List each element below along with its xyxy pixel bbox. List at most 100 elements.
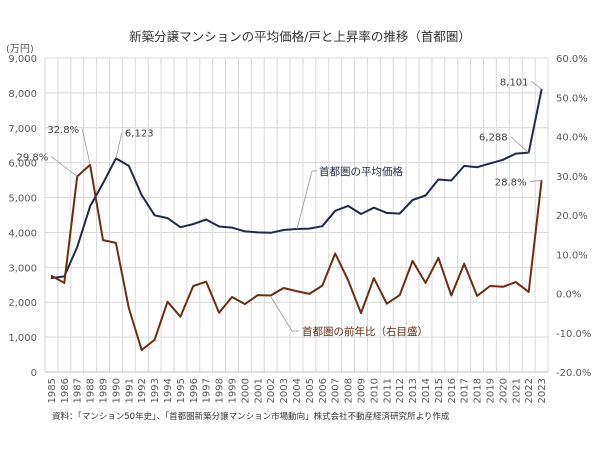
- x-tick-label: 1990: [111, 378, 122, 403]
- data-point: [398, 294, 401, 296]
- data-point: [334, 210, 336, 212]
- data-point: [502, 286, 504, 288]
- y-left-tick-label: 2,000: [8, 298, 37, 309]
- x-tick-label: 1987: [73, 378, 84, 403]
- gridlines: [44, 57, 549, 373]
- data-point: [308, 293, 311, 295]
- axis-ticks: 0 1,000 2,000 3,000 4,000 5,000 6,000 7,000 8,00…: [8, 54, 591, 403]
- price-series-label-leader: [296, 170, 313, 230]
- x-tick-label: 2008: [344, 378, 355, 403]
- series-lines: [50, 88, 543, 351]
- y-right-tick-label: 40.0%: [556, 133, 588, 144]
- y-right-tick-label: -10.0%: [556, 329, 591, 340]
- y-right-tick-label: 20.0%: [556, 211, 588, 222]
- data-point: [424, 282, 427, 284]
- y-left-tick-label: 3,000: [8, 263, 37, 274]
- data-point: [166, 300, 169, 303]
- annotation-label: 6,288: [479, 133, 508, 144]
- data-point: [140, 194, 143, 196]
- x-tick-label: 1991: [124, 378, 135, 403]
- data-point: [489, 285, 491, 287]
- annotation-label: 6,123: [125, 128, 154, 139]
- data-point: [50, 275, 53, 277]
- data-point: [179, 315, 182, 318]
- x-tick-label: 2007: [331, 378, 342, 403]
- rate-series-label-leader: [270, 296, 293, 332]
- data-point: [50, 277, 53, 279]
- data-point: [231, 296, 233, 298]
- series-labels: 首都圏の平均価格 首都圏の前年比（右目盛）: [270, 165, 428, 338]
- data-point: [102, 182, 104, 185]
- data-point: [360, 312, 362, 314]
- data-point: [489, 162, 491, 165]
- x-tick-label: 2001: [253, 378, 264, 403]
- x-tick-label: 2006: [318, 378, 329, 403]
- data-point: [385, 212, 388, 214]
- y-unit-label: (万円): [6, 44, 34, 55]
- x-tick-label: 1995: [176, 378, 187, 403]
- annotation-leader: [50, 156, 78, 177]
- x-tick-label: 2002: [266, 378, 277, 403]
- x-tick-label: 2016: [447, 378, 458, 403]
- data-point: [269, 231, 272, 234]
- y-right-tick-label: 30.0%: [556, 172, 588, 183]
- x-tick-label: 2020: [498, 378, 509, 403]
- data-point: [218, 225, 220, 228]
- y-left-tick-label: 7,000: [8, 124, 37, 135]
- data-point: [347, 279, 349, 281]
- x-tick-label: 1989: [99, 378, 110, 403]
- y-left-tick-label: 9,000: [8, 54, 37, 65]
- annotation-label: 29.8%: [16, 153, 48, 164]
- y-left-tick-label: 4,000: [8, 228, 37, 239]
- x-tick-label: 2011: [382, 378, 393, 403]
- annotation-leader: [510, 136, 529, 153]
- annotation-label: 32.8%: [47, 125, 79, 136]
- x-tick-label: 1994: [163, 378, 174, 403]
- x-tick-label: 1993: [150, 378, 161, 403]
- data-point: [192, 285, 195, 287]
- data-point: [347, 205, 349, 207]
- data-point: [282, 287, 285, 289]
- data-point: [321, 225, 324, 227]
- data-point: [269, 294, 272, 297]
- y-left-tick-label: 8,000: [8, 89, 37, 100]
- data-point: [102, 239, 104, 241]
- data-point: [179, 226, 182, 229]
- x-tick-label: 2014: [421, 378, 432, 403]
- data-point: [411, 260, 414, 262]
- annotation-leader: [115, 132, 123, 159]
- x-tick-label: 1992: [137, 378, 148, 403]
- annotation-leader: [529, 180, 542, 182]
- data-point: [502, 158, 504, 161]
- source-note: 資料：「マンション50年史」、「首都圏新築分譲マンション市場動向」株式会社不動産…: [52, 411, 450, 422]
- annotation-leader: [81, 128, 91, 165]
- data-point: [514, 152, 517, 155]
- data-point: [218, 311, 220, 314]
- data-point: [476, 166, 478, 168]
- data-point: [153, 214, 156, 217]
- price-series-label: 首都圏の平均価格: [319, 165, 403, 178]
- data-point: [89, 205, 91, 208]
- x-tick-label: 1986: [60, 378, 71, 403]
- y-right-tick-label: -20.0%: [556, 368, 591, 379]
- x-tick-label: 2003: [279, 378, 290, 403]
- data-point: [398, 212, 401, 215]
- data-point: [153, 339, 156, 341]
- data-point: [450, 179, 453, 182]
- x-tick-label: 2012: [395, 378, 406, 403]
- x-tick-label: 2005: [305, 378, 316, 403]
- chart-title: 新築分譲マンションの平均価格/戸と上昇率の推移（首都圏）: [129, 29, 471, 44]
- x-tick-label: 1999: [228, 378, 239, 403]
- data-point: [257, 294, 259, 296]
- data-point: [166, 217, 169, 219]
- x-tick-label: 2018: [473, 378, 484, 403]
- price-line: [51, 89, 543, 280]
- y-right-tick-label: 10.0%: [556, 250, 588, 261]
- data-point: [205, 280, 208, 283]
- data-point: [76, 246, 79, 248]
- x-tick-label: 2022: [524, 378, 535, 403]
- annotations: 29.8% 32.8% 6,123 6,288 8,101 28.8%: [16, 77, 542, 188]
- x-tick-label: 1997: [202, 378, 213, 403]
- data-point: [128, 165, 130, 167]
- data-point: [244, 230, 246, 233]
